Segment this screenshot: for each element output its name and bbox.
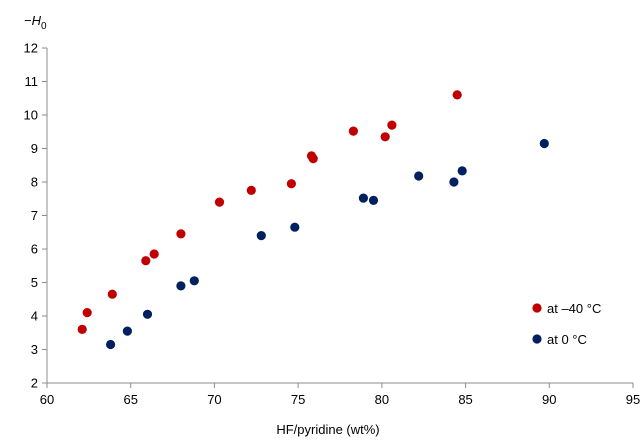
- data-point-series-1: [246, 185, 256, 195]
- x-tick-label: 80: [375, 392, 389, 407]
- data-points: [77, 90, 549, 350]
- x-tick-label: 65: [123, 392, 137, 407]
- x-tick-label: 60: [40, 392, 54, 407]
- data-point-series-2: [414, 171, 424, 181]
- data-point-series-2: [142, 309, 153, 319]
- y-axis-title-main: −H: [24, 13, 42, 28]
- data-point-series-2: [368, 195, 379, 205]
- y-tick-label: 11: [25, 74, 39, 89]
- x-axis-title: HF/pyridine (wt%): [276, 422, 379, 437]
- y-tick-label: 10: [24, 108, 38, 123]
- x-tick-label: 90: [542, 392, 556, 407]
- legend-label: at –40 °C: [547, 301, 601, 316]
- data-point-series-1: [348, 126, 358, 136]
- data-point-series-1: [380, 132, 390, 142]
- data-point-series-2: [290, 222, 300, 232]
- legend: at –40 °C at 0 °C: [532, 301, 601, 347]
- y-tick-label: 8: [31, 175, 38, 190]
- data-point-series-1: [286, 179, 296, 189]
- legend-label: at 0 °C: [547, 332, 587, 347]
- y-tick-label: 6: [31, 242, 38, 257]
- y-tick-label: 9: [31, 141, 38, 156]
- data-point-series-2: [176, 281, 186, 291]
- data-point-series-2: [358, 193, 368, 203]
- plot-axes: 2 3 4 5 6 7 8 9 10 11 12 60 65 70 75 80 85 90 95 HF/pyridin…: [24, 13, 641, 437]
- data-point-series-2: [539, 138, 549, 149]
- data-point-series-1: [149, 249, 159, 259]
- y-tick-label: 12: [24, 41, 38, 56]
- data-point-series-2: [256, 231, 266, 241]
- data-point-series-1: [141, 256, 151, 266]
- legend-marker: [532, 334, 542, 344]
- data-point-series-1: [176, 229, 186, 239]
- data-point-series-1: [82, 308, 92, 318]
- y-axis-title: −H0: [24, 13, 47, 32]
- y-tick-label: 2: [31, 376, 38, 391]
- y-axis-title-subscript: 0: [41, 21, 47, 32]
- x-tick-label: 95: [626, 392, 640, 407]
- data-point-series-1: [77, 324, 87, 334]
- data-point-series-1: [387, 120, 397, 130]
- x-tick-label: 70: [207, 392, 221, 407]
- y-tick-label: 7: [31, 208, 38, 223]
- data-point-series-2: [122, 326, 132, 336]
- y-tick-label: 4: [31, 309, 38, 324]
- x-tick-label: 85: [458, 392, 472, 407]
- y-tick-label: 5: [31, 275, 38, 290]
- legend-marker: [532, 303, 542, 313]
- data-point-series-2: [457, 166, 467, 176]
- data-point-series-1: [308, 154, 318, 164]
- data-point-series-1: [107, 289, 117, 299]
- x-tick-label: 75: [291, 392, 305, 407]
- y-tick-label: 3: [31, 342, 38, 357]
- data-point-series-2: [449, 177, 459, 187]
- data-point-series-2: [189, 276, 199, 286]
- data-point-series-2: [106, 339, 116, 350]
- data-point-series-1: [452, 90, 462, 100]
- data-point-series-1: [214, 197, 225, 207]
